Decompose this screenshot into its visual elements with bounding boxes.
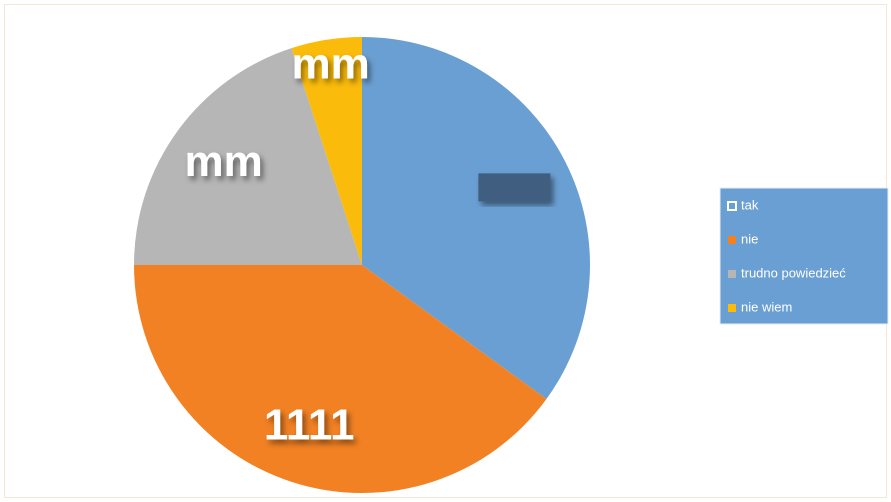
data-label: mm (185, 137, 263, 186)
legend-label: tak (741, 197, 759, 212)
redacted-label (478, 173, 551, 202)
legend-marker (728, 270, 736, 278)
legend: tak nie trudno powiedzieć nie wiem (719, 187, 889, 325)
data-label: 1111 (264, 400, 355, 449)
data-label: mm (291, 39, 369, 88)
pie-slice (291, 37, 362, 265)
legend-label: nie (741, 231, 758, 246)
pie-slice (362, 37, 591, 400)
legend-box (719, 187, 889, 325)
legend-marker (728, 236, 736, 244)
legend-label: nie wiem (741, 299, 792, 314)
pie-slice (134, 265, 547, 494)
legend-label: trudno powiedzieć (741, 265, 846, 280)
legend-marker (727, 201, 737, 211)
legend-marker (728, 304, 736, 312)
pie-slice (134, 48, 362, 265)
